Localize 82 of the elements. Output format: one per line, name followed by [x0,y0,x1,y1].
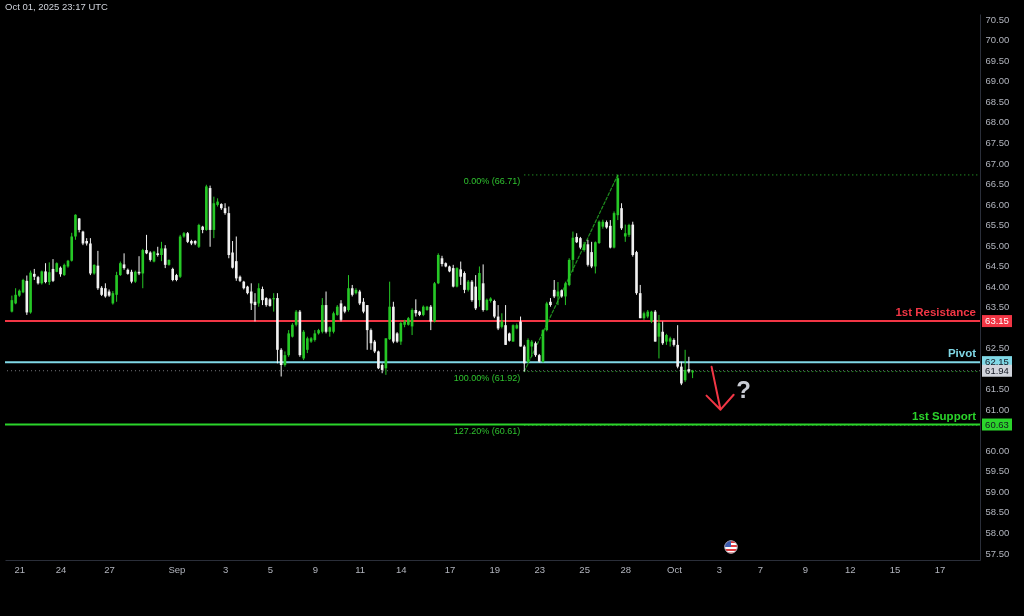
x-tick-label: Sep [168,563,186,575]
x-tick-label: 3 [222,563,229,575]
x-tick-label: 28 [620,563,632,575]
x-tick-label: 7 [757,563,764,575]
x-tick-label: 24 [55,563,67,575]
x-tick-label: 15 [889,563,901,575]
ref-line-label: 0.00% (66.71) [463,175,521,186]
y-tick-label: 67.00 [985,157,1010,169]
candlestick [474,274,477,311]
ref-line-label: 1st Support [912,409,977,422]
x-tick-label: Oct [667,563,683,575]
candlestick [459,261,463,286]
x-tick-label: 23 [534,563,546,575]
candlestick [609,219,612,249]
y-tick-label: 70.50 [985,13,1010,25]
ref-line-label: Pivot [947,347,977,360]
annotation: 63.15 [985,315,1009,327]
y-tick-label: 58.00 [985,526,1010,538]
y-tick-label: 66.50 [985,178,1010,190]
y-tick-label: 63.50 [985,301,1010,313]
x-tick-label: 19 [489,563,501,575]
y-tick-label: 70.00 [985,34,1010,46]
y-tick-label: 61.00 [985,403,1010,415]
x-tick-label: 3 [716,563,722,575]
candlestick [160,241,163,262]
y-tick-label: 65.50 [985,219,1010,231]
y-tick-label: 60.00 [985,444,1010,456]
y-tick-label: 64.00 [985,280,1010,292]
x-tick-label: 9 [802,563,808,575]
candlestick [145,234,148,255]
annotation: ? [736,375,751,403]
candlestick [590,241,593,269]
y-tick-label: 67.50 [985,136,1010,148]
x-tick-label: 25 [579,563,590,575]
candlestick [463,270,466,294]
y-tick-label: 69.00 [985,75,1010,87]
chart-title: Oct 01, 2025 23:17 UTC [5,0,109,12]
candlestick [504,304,507,346]
x-tick-label: 17 [444,563,456,575]
candlestick [680,361,683,386]
x-tick-label: 21 [14,563,26,575]
y-tick-label: 59.50 [985,465,1010,477]
ref-line-label: 1st Resistance [895,306,976,319]
candlestick [347,274,350,313]
candlestick [163,244,167,269]
annotation: 61.94 [985,364,1009,376]
y-tick-label: 57.50 [985,547,1010,559]
y-tick-label: 69.50 [985,54,1010,66]
annotation: 60.63 [985,418,1009,430]
x-tick-label: 17 [934,563,946,575]
x-tick-label: 9 [312,563,318,575]
x-tick-label: 14 [396,563,407,575]
ref-line-label: 127.20% (60.61) [453,426,521,437]
y-tick-label: 66.00 [985,198,1010,210]
ref-line-label: 100.00% (61.92) [453,372,521,383]
y-tick-label: 68.00 [985,116,1010,128]
x-tick-label: 27 [104,563,115,575]
y-tick-label: 64.50 [985,260,1010,272]
candlestick [676,324,679,369]
candlestick [272,292,276,313]
candlestick [522,344,526,373]
candlestick [332,311,335,334]
candlestick [115,271,118,303]
candlestick [74,213,77,241]
candlestick [552,279,556,299]
candlestick [261,286,264,306]
candlestick [44,262,47,284]
y-tick-label: 61.50 [985,383,1010,395]
x-tick-label: 5 [267,563,274,575]
candlestick [234,236,238,282]
y-tick-label: 68.50 [985,95,1010,107]
y-tick-label: 65.00 [985,239,1010,251]
candlestick [429,304,433,331]
y-tick-label: 59.00 [985,485,1010,497]
y-tick-label: 58.50 [985,506,1010,518]
candlestick [141,248,145,289]
y-tick-label: 62.50 [985,342,1010,354]
annotation: 62.15 [985,356,1009,368]
candlestick [620,202,623,231]
x-tick-label: 11 [355,563,366,575]
x-tick-label: 12 [844,563,856,575]
candlestick [47,261,51,286]
